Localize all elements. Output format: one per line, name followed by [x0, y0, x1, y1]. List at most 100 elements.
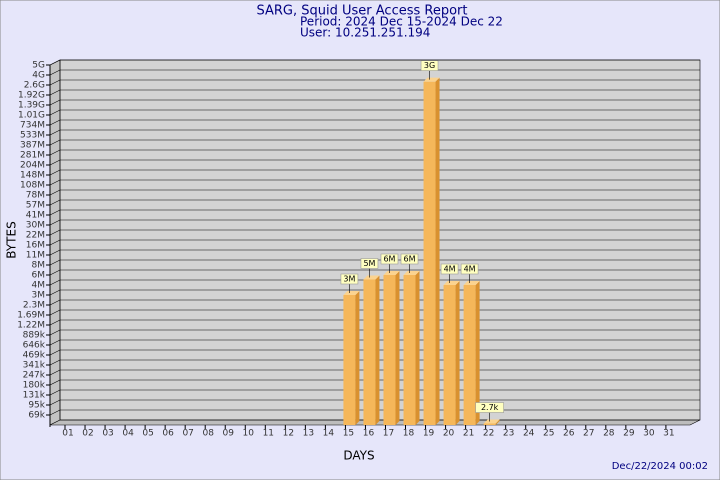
x-tick-label: 14 [323, 429, 335, 439]
x-axis-label: DAYS [343, 449, 374, 463]
x-tick-label: 16 [363, 429, 375, 439]
value-label: 4M [444, 265, 456, 274]
grid-line-wall [49, 379, 61, 386]
value-label-box [420, 60, 439, 71]
y-tick-label: 108M [20, 181, 45, 191]
bar-front [383, 275, 396, 425]
grid-line-wall [49, 239, 61, 246]
value-label-box [460, 263, 479, 275]
y-tick-label: 131k [23, 391, 46, 401]
grid-line-wall [49, 399, 61, 406]
value-label-box [340, 273, 359, 285]
y-tick-label: 2.3M [23, 301, 45, 311]
bar-side [455, 281, 460, 425]
x-tick-label: 04 [122, 429, 134, 439]
footer: Dec/22/2024 00:02 [612, 461, 708, 472]
y-tick-label: 78M [26, 191, 45, 201]
grid-line-wall [49, 229, 61, 236]
y-tick-label: 3M [32, 291, 46, 301]
grid-line-wall [49, 359, 61, 366]
chart-title: SARG, Squid User Access Report [257, 4, 468, 19]
x-tick-label: 10 [243, 429, 255, 439]
y-tick-label: 469k [23, 351, 46, 361]
x-tick-label: 19 [423, 429, 435, 439]
x-tick-label: 18 [403, 429, 415, 439]
grid: 69k95k131k180k247k341k469k646k889k1.22M1… [17, 59, 700, 439]
x-tick-label: 27 [583, 429, 594, 439]
grid-line-wall [49, 119, 61, 126]
user-label: User: 10.251.251.194 [300, 26, 430, 40]
y-tick-label: 533M [20, 131, 45, 141]
grid-line-wall [49, 309, 61, 316]
bar-top [383, 271, 400, 275]
bar-front [483, 423, 496, 425]
y-tick-label: 5G [32, 61, 45, 71]
y-tick-label: 22M [26, 231, 45, 241]
value-label: 6M [404, 255, 416, 264]
y-tick-label: 11M [26, 251, 45, 261]
grid-line-wall [49, 109, 61, 116]
bar-top [423, 77, 440, 82]
value-label: 2.7k [481, 403, 499, 412]
y-tick-label: 204M [20, 161, 45, 171]
value-label-box [400, 253, 419, 265]
x-tick-label: 06 [162, 429, 174, 439]
x-tick-label: 13 [303, 429, 314, 439]
y-tick-label: 69k [28, 411, 45, 421]
y-tick-label: 341k [23, 361, 46, 371]
y-tick-label: 2.6G [24, 81, 45, 91]
grid-line-wall [49, 409, 61, 416]
y-axis-label: BYTES [5, 221, 19, 258]
x-tick-label: 29 [623, 429, 635, 439]
grid-line-wall [49, 259, 61, 266]
grid-line-wall [49, 89, 61, 96]
y-tick-label: 4G [32, 71, 45, 81]
x-tick-label: 23 [503, 429, 514, 439]
bar-top [463, 281, 480, 285]
bar: 3M [340, 273, 360, 425]
x-tick-label: 03 [102, 429, 113, 439]
chart-subtitle: Period: 2024 Dec 15-2024 Dec 22 [300, 15, 503, 29]
grid-line-wall [49, 219, 61, 226]
grid-line-wall [49, 189, 61, 196]
x-tick-label: 31 [663, 429, 674, 439]
grid-line-wall [49, 329, 61, 336]
value-label: 4M [464, 265, 476, 274]
bar-front [463, 285, 476, 425]
y-tick-label: 387M [20, 141, 45, 151]
grid-line-wall [49, 99, 61, 106]
value-label-box [360, 258, 379, 269]
grid-line-wall [49, 169, 61, 176]
y-tick-label: 247k [23, 371, 46, 381]
grid-line-wall [49, 129, 61, 136]
x-tick-label: 02 [82, 429, 93, 439]
value-label-box [440, 263, 459, 275]
grid-line-wall [49, 389, 61, 396]
x-tick-label: 28 [603, 429, 615, 439]
bar-side [415, 271, 420, 425]
y-tick-label: 57M [26, 201, 45, 211]
bar: 5M [360, 258, 380, 425]
x-tick-label: 15 [343, 429, 354, 439]
bar-top [403, 271, 420, 275]
x-tick-label: 20 [443, 429, 455, 439]
grid-line-wall [49, 269, 61, 276]
x-tick-label: 08 [202, 429, 214, 439]
y-tick-label: 6M [32, 271, 46, 281]
x-tick-label: 11 [263, 429, 274, 439]
bar-top [363, 275, 380, 280]
y-tick-label: 281M [20, 151, 45, 161]
grid-line-wall [49, 149, 61, 156]
grid-line-wall [49, 199, 61, 206]
x-tick-label: 01 [62, 429, 73, 439]
y-tick-label: 1.92G [18, 91, 45, 101]
grid-line-wall [49, 289, 61, 296]
y-tick-label: 889k [23, 331, 46, 341]
grid-line-wall [49, 369, 61, 376]
y-tick-label: 148M [20, 171, 45, 181]
x-tick-label: 25 [543, 429, 554, 439]
x-tick-label: 07 [182, 429, 193, 439]
plot-area [50, 60, 700, 425]
grid-line-wall [49, 249, 61, 256]
